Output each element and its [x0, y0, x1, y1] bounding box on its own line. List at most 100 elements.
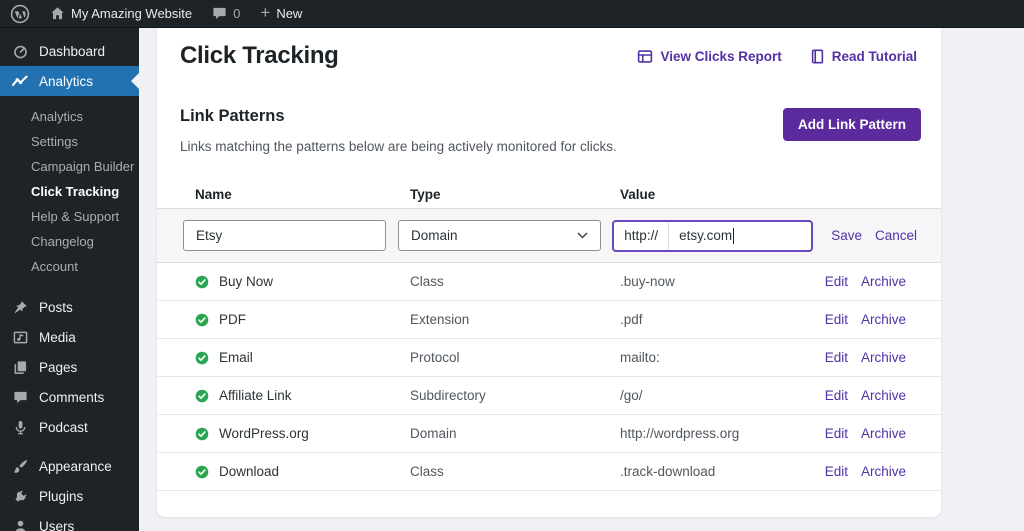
admin-bar: My Amazing Website 0 + New: [0, 0, 1024, 28]
archive-link[interactable]: Archive: [860, 388, 906, 403]
sidebar-item-analytics[interactable]: Analytics: [0, 66, 139, 96]
sidebar-item-label: Dashboard: [39, 43, 106, 59]
card-header: Click Tracking View Clicks Report Read T…: [157, 17, 941, 70]
pattern-name: Affiliate Link: [219, 388, 292, 403]
pattern-value: .track-download: [620, 464, 716, 479]
comment-bubble-icon: [212, 6, 227, 21]
media-icon: [11, 330, 29, 345]
pattern-name: Buy Now: [219, 274, 274, 289]
column-header-type: Type: [410, 186, 441, 202]
active-check-icon: [195, 389, 209, 403]
sidebar-item-dashboard[interactable]: Dashboard: [0, 36, 139, 66]
pattern-row: Affiliate Link Subdirectory /go/ Edit Ar…: [157, 377, 941, 415]
pages-icon: [11, 360, 29, 375]
save-link[interactable]: Save: [831, 228, 862, 243]
archive-link[interactable]: Archive: [860, 350, 906, 365]
pattern-row: WordPress.org Domain http://wordpress.or…: [157, 415, 941, 453]
analytics-submenu: Analytics Settings Campaign Builder Clic…: [0, 96, 139, 292]
pattern-name: WordPress.org: [219, 426, 309, 441]
report-icon: [637, 49, 653, 64]
submenu-item-analytics[interactable]: Analytics: [31, 109, 84, 124]
comments-menu[interactable]: 0: [202, 0, 250, 28]
pattern-name: PDF: [219, 312, 246, 327]
edit-link[interactable]: Edit: [824, 350, 848, 365]
pattern-name: Email: [219, 350, 253, 365]
archive-link[interactable]: Archive: [860, 312, 906, 327]
text-caret: [733, 227, 735, 244]
edit-link[interactable]: Edit: [824, 426, 848, 441]
archive-link[interactable]: Archive: [860, 426, 906, 441]
sidebar: Dashboard Analytics Analytics Settings C…: [0, 28, 139, 531]
active-check-icon: [195, 427, 209, 441]
section-description: Links matching the patterns below are be…: [180, 139, 617, 154]
click-tracking-card: Click Tracking View Clicks Report Read T…: [157, 17, 941, 517]
site-name: My Amazing Website: [71, 6, 193, 21]
active-check-icon: [195, 465, 209, 479]
pattern-name-input[interactable]: [183, 220, 386, 251]
sidebar-item-label: Media: [39, 329, 76, 345]
sidebar-item-pages[interactable]: Pages: [0, 352, 139, 382]
pattern-type-select[interactable]: Domain: [398, 220, 602, 251]
read-tutorial-link[interactable]: Read Tutorial: [810, 49, 917, 64]
sidebar-item-comments[interactable]: Comments: [0, 382, 139, 412]
sidebar-item-plugins[interactable]: Plugins: [0, 481, 139, 511]
pattern-type: Class: [410, 464, 444, 479]
submenu-item-changelog[interactable]: Changelog: [31, 234, 94, 249]
pattern-value-input[interactable]: http:// etsy.com: [612, 219, 814, 252]
column-header-name: Name: [195, 186, 232, 202]
home-icon: [50, 6, 65, 21]
pattern-value: /go/: [620, 388, 643, 403]
sidebar-item-label: Podcast: [39, 419, 88, 435]
pattern-row: Email Protocol mailto: Edit Archive: [157, 339, 941, 377]
pattern-table-body: Buy Now Class .buy-now Edit Archive: [157, 263, 941, 491]
sidebar-item-label: Pages: [39, 359, 78, 375]
menu-separator: [0, 442, 139, 451]
dashboard-icon: [11, 44, 29, 59]
book-icon: [810, 49, 825, 64]
pattern-row: PDF Extension .pdf Edit Archive: [157, 301, 941, 339]
edit-link[interactable]: Edit: [824, 312, 848, 327]
action-label: Read Tutorial: [831, 48, 917, 64]
sidebar-item-users[interactable]: Users: [0, 511, 139, 531]
pattern-row: Download Class .track-download Edit Arch…: [157, 453, 941, 491]
plugin-icon: [11, 489, 29, 504]
submenu-item-settings[interactable]: Settings: [31, 134, 78, 149]
wp-logo-menu[interactable]: [0, 0, 40, 28]
submenu-item-campaign-builder[interactable]: Campaign Builder: [31, 159, 135, 174]
pattern-type: Domain: [410, 426, 457, 441]
chevron-down-icon: [577, 232, 588, 239]
edit-link[interactable]: Edit: [824, 388, 848, 403]
view-clicks-report-link[interactable]: View Clicks Report: [637, 49, 782, 64]
pattern-value: .buy-now: [620, 274, 675, 289]
sidebar-item-label: Appearance: [39, 458, 112, 474]
pattern-value: http://wordpress.org: [620, 426, 740, 441]
link-patterns-section-head: Link Patterns Links matching the pattern…: [157, 70, 941, 154]
sidebar-item-label: Comments: [39, 389, 105, 405]
section-title: Link Patterns: [180, 107, 285, 125]
archive-link[interactable]: Archive: [860, 274, 906, 289]
pattern-row: Buy Now Class .buy-now Edit Archive: [157, 263, 941, 301]
table-header: Name Type Value: [157, 180, 941, 208]
sidebar-item-posts[interactable]: Posts: [0, 292, 139, 322]
sidebar-item-label: Analytics: [39, 73, 94, 89]
submenu-item-help-support[interactable]: Help & Support: [31, 209, 120, 224]
site-name-link[interactable]: My Amazing Website: [40, 0, 202, 28]
submenu-item-click-tracking[interactable]: Click Tracking: [31, 184, 120, 199]
pattern-type: Protocol: [410, 350, 460, 365]
archive-link[interactable]: Archive: [860, 464, 906, 479]
submenu-item-account[interactable]: Account: [31, 259, 78, 274]
cancel-link[interactable]: Cancel: [874, 228, 917, 243]
sidebar-item-appearance[interactable]: Appearance: [0, 451, 139, 481]
sidebar-item-podcast[interactable]: Podcast: [0, 412, 139, 442]
add-link-pattern-button[interactable]: Add Link Pattern: [782, 108, 921, 141]
comment-icon: [11, 390, 29, 405]
new-menu[interactable]: + New: [250, 0, 312, 28]
edit-link[interactable]: Edit: [824, 464, 848, 479]
pattern-name: Download: [219, 464, 280, 479]
value-prefix: http://: [614, 221, 670, 250]
sidebar-item-media[interactable]: Media: [0, 322, 139, 352]
edit-link[interactable]: Edit: [824, 274, 848, 289]
new-label: New: [276, 6, 303, 21]
comment-count: 0: [233, 6, 241, 21]
value-text: etsy.com: [679, 228, 733, 243]
